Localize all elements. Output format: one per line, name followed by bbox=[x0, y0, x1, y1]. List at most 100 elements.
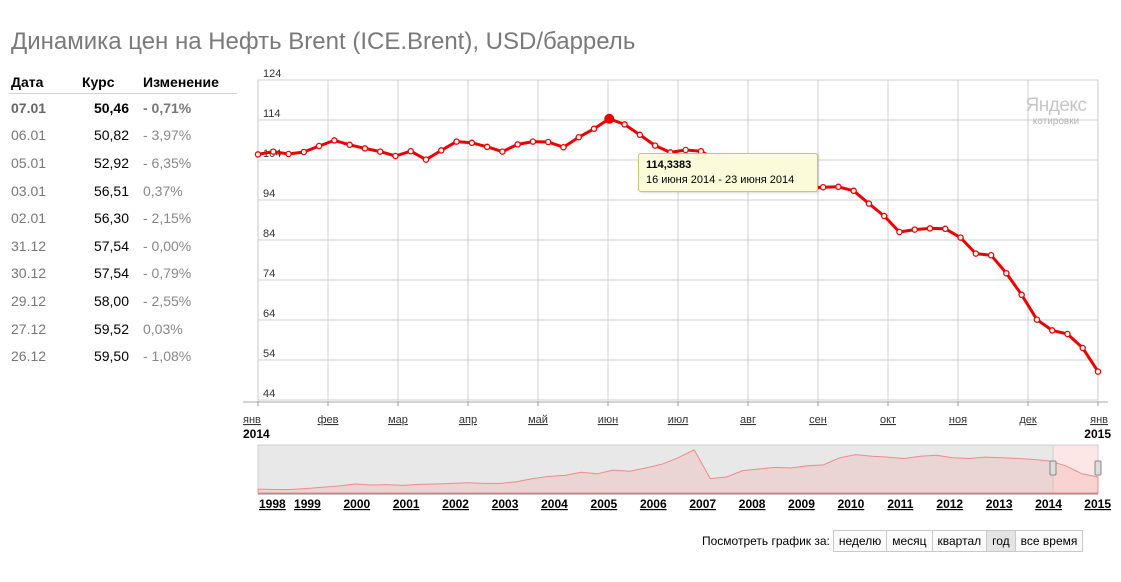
row-rate: 50,46 bbox=[93, 99, 129, 116]
row-rate: 52,92 bbox=[93, 154, 129, 171]
data-point bbox=[407, 147, 414, 155]
data-point bbox=[590, 125, 598, 133]
x-month-label: дек bbox=[1019, 414, 1037, 426]
data-point bbox=[1003, 269, 1010, 277]
x-year-end: 2015 bbox=[1084, 427, 1111, 441]
data-point bbox=[1079, 344, 1086, 352]
tooltip-value: 114,3383 bbox=[646, 159, 692, 171]
x-year-start: 2014 bbox=[243, 427, 270, 441]
navigator-year-label: 1998 bbox=[259, 497, 286, 511]
point-tooltip: 114,3383 16 июня 2014 - 23 июня 2014 bbox=[638, 153, 818, 192]
period-button[interactable]: месяц bbox=[886, 530, 933, 552]
x-month-label: янв bbox=[243, 414, 261, 426]
table-row: 27.12 59,52 0,03% bbox=[9, 315, 237, 343]
data-point bbox=[315, 142, 323, 150]
period-button[interactable]: квартал bbox=[931, 530, 988, 552]
data-point bbox=[1064, 330, 1071, 338]
period-selector: Посмотреть график за: неделю месяц квартал… bbox=[702, 530, 1084, 552]
navigator-year-label: 2009 bbox=[788, 497, 815, 511]
navigator-year-label: 2000 bbox=[343, 497, 370, 511]
data-point bbox=[972, 250, 980, 257]
data-point bbox=[880, 212, 888, 220]
navigator-year-label: 2013 bbox=[986, 497, 1013, 511]
data-point bbox=[270, 148, 277, 155]
table-row: 31.12 57,54 - 0,00% bbox=[9, 232, 237, 260]
x-month-label: окт bbox=[880, 414, 896, 426]
table-row: 29.12 58,00 - 2,55% bbox=[9, 287, 237, 315]
x-month-label: янв bbox=[1090, 414, 1108, 426]
data-point bbox=[651, 142, 659, 149]
y-tick-label: 114 bbox=[263, 108, 281, 120]
x-month-label: мар bbox=[388, 414, 408, 426]
navigator-year-label: 2002 bbox=[442, 497, 469, 511]
data-point bbox=[346, 141, 353, 149]
row-rate: 58,00 bbox=[93, 292, 129, 309]
row-date: 05.01 bbox=[11, 154, 47, 171]
navigator-year-label: 2015 bbox=[1084, 497, 1111, 511]
data-point bbox=[682, 146, 689, 154]
logo-line1: Яндекс bbox=[1025, 95, 1087, 116]
data-point bbox=[621, 121, 628, 128]
table-row: 02.01 56,30 - 2,15% bbox=[9, 204, 237, 232]
row-date: 06.01 bbox=[11, 127, 47, 144]
navigator-year-label: 2001 bbox=[393, 497, 420, 511]
navigator-year-label: 2011 bbox=[887, 497, 913, 511]
navigator-series bbox=[257, 449, 1099, 494]
y-tick-label: 94 bbox=[263, 188, 275, 200]
data-point bbox=[819, 183, 827, 191]
period-button[interactable]: год bbox=[986, 530, 1016, 552]
data-point bbox=[529, 138, 537, 145]
rates-table: Дата Курс Изменение 07.01 50,46 - 0,71% 06.… bbox=[9, 70, 237, 370]
data-point bbox=[331, 137, 338, 144]
data-point bbox=[392, 152, 399, 160]
table-row: 03.01 56,51 0,37% bbox=[9, 177, 237, 205]
row-date: 07.01 bbox=[11, 99, 47, 116]
row-rate: 59,50 bbox=[93, 348, 129, 365]
data-point bbox=[942, 225, 949, 233]
y-tick-label: 54 bbox=[263, 348, 275, 360]
row-change: - 2,15% bbox=[143, 210, 192, 227]
navigator-right-handle bbox=[1094, 460, 1102, 476]
data-point bbox=[575, 133, 582, 141]
page-title: Динамика цен на Нефть Brent (ICE.Brent),… bbox=[11, 28, 636, 55]
row-rate: 57,54 bbox=[93, 265, 129, 282]
data-point bbox=[376, 148, 384, 155]
row-date: 03.01 bbox=[11, 182, 47, 199]
period-button[interactable]: все время bbox=[1014, 530, 1084, 552]
data-point bbox=[1018, 291, 1025, 299]
data-point bbox=[499, 148, 506, 155]
x-month-label: авг bbox=[740, 414, 756, 426]
x-month-label: июн bbox=[598, 414, 618, 426]
row-change: - 0,79% bbox=[143, 265, 192, 282]
row-change: 0,37% bbox=[143, 182, 183, 199]
period-label: Посмотреть график за: bbox=[702, 534, 830, 548]
navigator-year-label: 2014 bbox=[1035, 497, 1062, 511]
navigator-year-label: 2012 bbox=[936, 497, 963, 511]
header-rate: Курс bbox=[82, 73, 115, 90]
navigator-year-label: 1999 bbox=[294, 497, 321, 511]
row-change: - 2,55% bbox=[143, 292, 192, 309]
data-point bbox=[636, 131, 644, 139]
data-point bbox=[835, 183, 842, 191]
data-point bbox=[422, 156, 430, 163]
logo-line2: котировки bbox=[1032, 116, 1080, 127]
row-change: - 6,35% bbox=[143, 154, 192, 171]
navigator-year-label: 2010 bbox=[838, 497, 865, 511]
navigator-year-label: 2007 bbox=[689, 497, 716, 511]
period-button[interactable]: неделю bbox=[832, 530, 888, 552]
x-month-label: фев bbox=[317, 414, 338, 426]
row-rate: 56,30 bbox=[93, 210, 129, 227]
x-month-label: сен bbox=[809, 414, 827, 426]
yandex-quotes-logo: Яндекс котировки bbox=[1017, 95, 1095, 127]
row-change: - 1,08% bbox=[143, 348, 192, 365]
header-date: Дата bbox=[11, 73, 44, 90]
y-tick-label: 44 bbox=[263, 388, 275, 400]
navigator-year-label: 2006 bbox=[640, 497, 667, 511]
row-date: 31.12 bbox=[11, 237, 47, 254]
data-point bbox=[254, 151, 262, 158]
row-change: - 3,97% bbox=[143, 127, 192, 144]
y-tick-label: 84 bbox=[263, 228, 275, 240]
row-date: 26.12 bbox=[11, 348, 47, 365]
navigator-year-label: 2008 bbox=[739, 497, 766, 511]
